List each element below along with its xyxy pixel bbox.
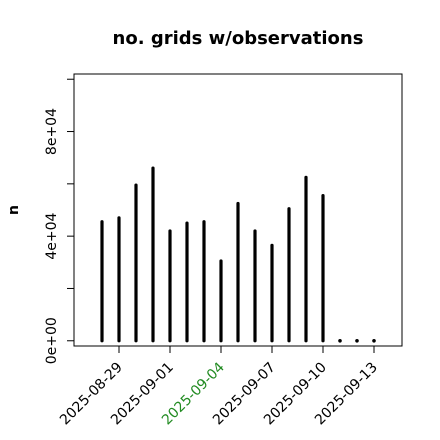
bar: [355, 338, 359, 343]
y-tick-label: 8e+04: [44, 108, 60, 155]
bar: [338, 338, 342, 343]
bars: [100, 166, 376, 343]
x-axis: 2025-08-292025-09-012025-09-042025-09-07…: [57, 346, 381, 428]
chart-title: no. grids w/observations: [113, 28, 364, 49]
y-tick-label: 4e+04: [44, 213, 60, 260]
y-axis-label: n: [6, 205, 22, 215]
y-tick-label: 0e+00: [44, 317, 60, 364]
bar: [372, 338, 376, 343]
plot-frame: [73, 73, 403, 347]
y-axis: 0e+00 4e+04 8e+04: [44, 78, 74, 364]
